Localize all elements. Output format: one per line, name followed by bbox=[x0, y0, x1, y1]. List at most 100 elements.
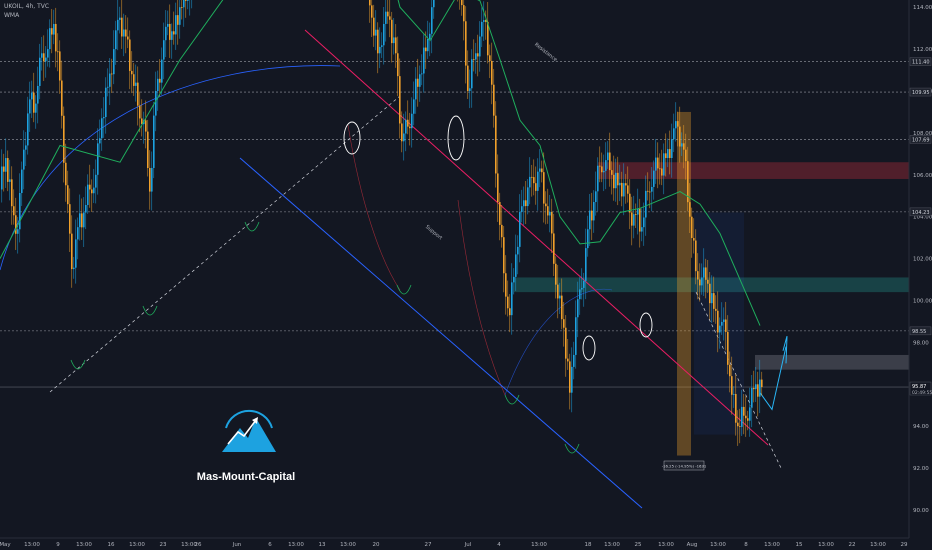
candle-body bbox=[87, 184, 89, 205]
x-tick-label: 13:00 bbox=[340, 542, 356, 548]
zones-layer bbox=[514, 111, 909, 456]
price-marker-box bbox=[909, 326, 932, 336]
x-tick-label: 18 bbox=[585, 542, 592, 548]
candle-body bbox=[513, 276, 515, 283]
candle-body bbox=[159, 78, 161, 83]
candle-body bbox=[495, 115, 497, 174]
candle-body bbox=[579, 289, 581, 300]
candle-body bbox=[11, 179, 13, 207]
candle-body bbox=[755, 384, 757, 390]
candle-body bbox=[99, 138, 101, 144]
candle-body bbox=[371, 5, 373, 18]
price-markers: 114.85111.40109.95107.69104.2398.5595.87… bbox=[909, 57, 932, 396]
trend-arrow-icon bbox=[227, 419, 257, 445]
price-marker-label: 98.55 bbox=[912, 329, 926, 335]
candle-body bbox=[707, 279, 709, 284]
candle-body bbox=[721, 321, 723, 326]
candle-body bbox=[559, 295, 561, 299]
candle-body bbox=[633, 214, 635, 226]
x-tick-label: 26 bbox=[195, 542, 202, 548]
candle-body bbox=[187, 0, 189, 1]
candle-body bbox=[607, 152, 609, 161]
candle-body bbox=[129, 39, 131, 71]
time-axis-panel[interactable] bbox=[0, 538, 932, 550]
candle-body bbox=[3, 166, 5, 172]
x-tick-label: Jul bbox=[464, 542, 472, 548]
x-tick-label: Jun bbox=[232, 542, 242, 548]
candle-body bbox=[415, 78, 417, 100]
candle-body bbox=[645, 190, 647, 218]
candle-body bbox=[93, 187, 95, 194]
candle-body bbox=[399, 76, 401, 124]
dashed-trendline bbox=[49, 95, 401, 393]
candle-body bbox=[433, 0, 435, 8]
candle-body bbox=[81, 213, 83, 228]
y-tick-label: 92.00 bbox=[913, 466, 929, 472]
candle-body bbox=[695, 240, 697, 272]
price-marker-label: 107.69 bbox=[912, 137, 930, 143]
indicator-label: WMA bbox=[4, 12, 20, 19]
candle-body bbox=[403, 133, 405, 142]
candle-body bbox=[659, 168, 661, 170]
candle-body bbox=[631, 212, 633, 226]
candle-body bbox=[587, 229, 589, 249]
candle-body bbox=[117, 19, 119, 31]
candle-body bbox=[759, 379, 761, 397]
candle-body bbox=[69, 204, 71, 234]
candle-body bbox=[609, 152, 611, 171]
candle-body bbox=[663, 153, 665, 176]
candle-body bbox=[405, 119, 407, 134]
candle-body bbox=[591, 210, 593, 221]
candle-body bbox=[637, 208, 639, 215]
brand-name: Mas-Mount-Capital bbox=[196, 471, 296, 483]
candle-body bbox=[691, 216, 693, 239]
candle-body bbox=[381, 45, 383, 47]
candle-body bbox=[45, 57, 47, 62]
candle-body bbox=[647, 190, 649, 192]
candle-body bbox=[641, 227, 643, 232]
candle-body bbox=[539, 168, 541, 172]
x-tick-label: 13:00 bbox=[764, 542, 780, 548]
x-tick-label: 13:00 bbox=[181, 542, 197, 548]
candle-body bbox=[713, 293, 715, 309]
countdown-label: 02:49:55 bbox=[912, 390, 932, 396]
candle-body bbox=[629, 193, 631, 213]
candle-body bbox=[43, 53, 45, 62]
candle-body bbox=[91, 189, 93, 194]
candle-body bbox=[63, 115, 65, 163]
candle-body bbox=[509, 308, 511, 316]
candle-body bbox=[107, 86, 109, 88]
candle-body bbox=[711, 293, 713, 304]
candle-body bbox=[611, 170, 613, 175]
y-tick-label: 108.00 bbox=[913, 131, 932, 137]
candle-body bbox=[393, 37, 395, 44]
candle-body bbox=[585, 248, 587, 281]
candle-body bbox=[709, 283, 711, 304]
candle-body bbox=[17, 229, 19, 234]
x-tick-label: 9 bbox=[56, 542, 60, 548]
x-tick-label: 25 bbox=[635, 542, 642, 548]
y-tick-label: 112.00 bbox=[913, 47, 932, 53]
candle-body bbox=[681, 143, 683, 147]
x-tick-label: 27 bbox=[425, 542, 432, 548]
candle-body bbox=[15, 215, 17, 234]
candle-body bbox=[683, 143, 685, 150]
candle-body bbox=[729, 364, 731, 377]
candle-body bbox=[467, 65, 469, 91]
candle-body bbox=[693, 238, 695, 241]
candle-body bbox=[121, 17, 123, 37]
arc-drawing bbox=[457, 199, 506, 396]
candle-body bbox=[21, 169, 23, 194]
x-tick-label: 13:00 bbox=[288, 542, 304, 548]
x-tick-label: 13 bbox=[319, 542, 326, 548]
candle-body bbox=[181, 7, 183, 8]
candle-body bbox=[627, 185, 629, 194]
candle-body bbox=[605, 160, 607, 171]
swing-low-marker bbox=[70, 359, 86, 370]
pattern-circle bbox=[447, 115, 465, 161]
candle-body bbox=[5, 158, 7, 172]
candle-body bbox=[619, 182, 621, 186]
x-tick-label: 4 bbox=[497, 542, 501, 548]
